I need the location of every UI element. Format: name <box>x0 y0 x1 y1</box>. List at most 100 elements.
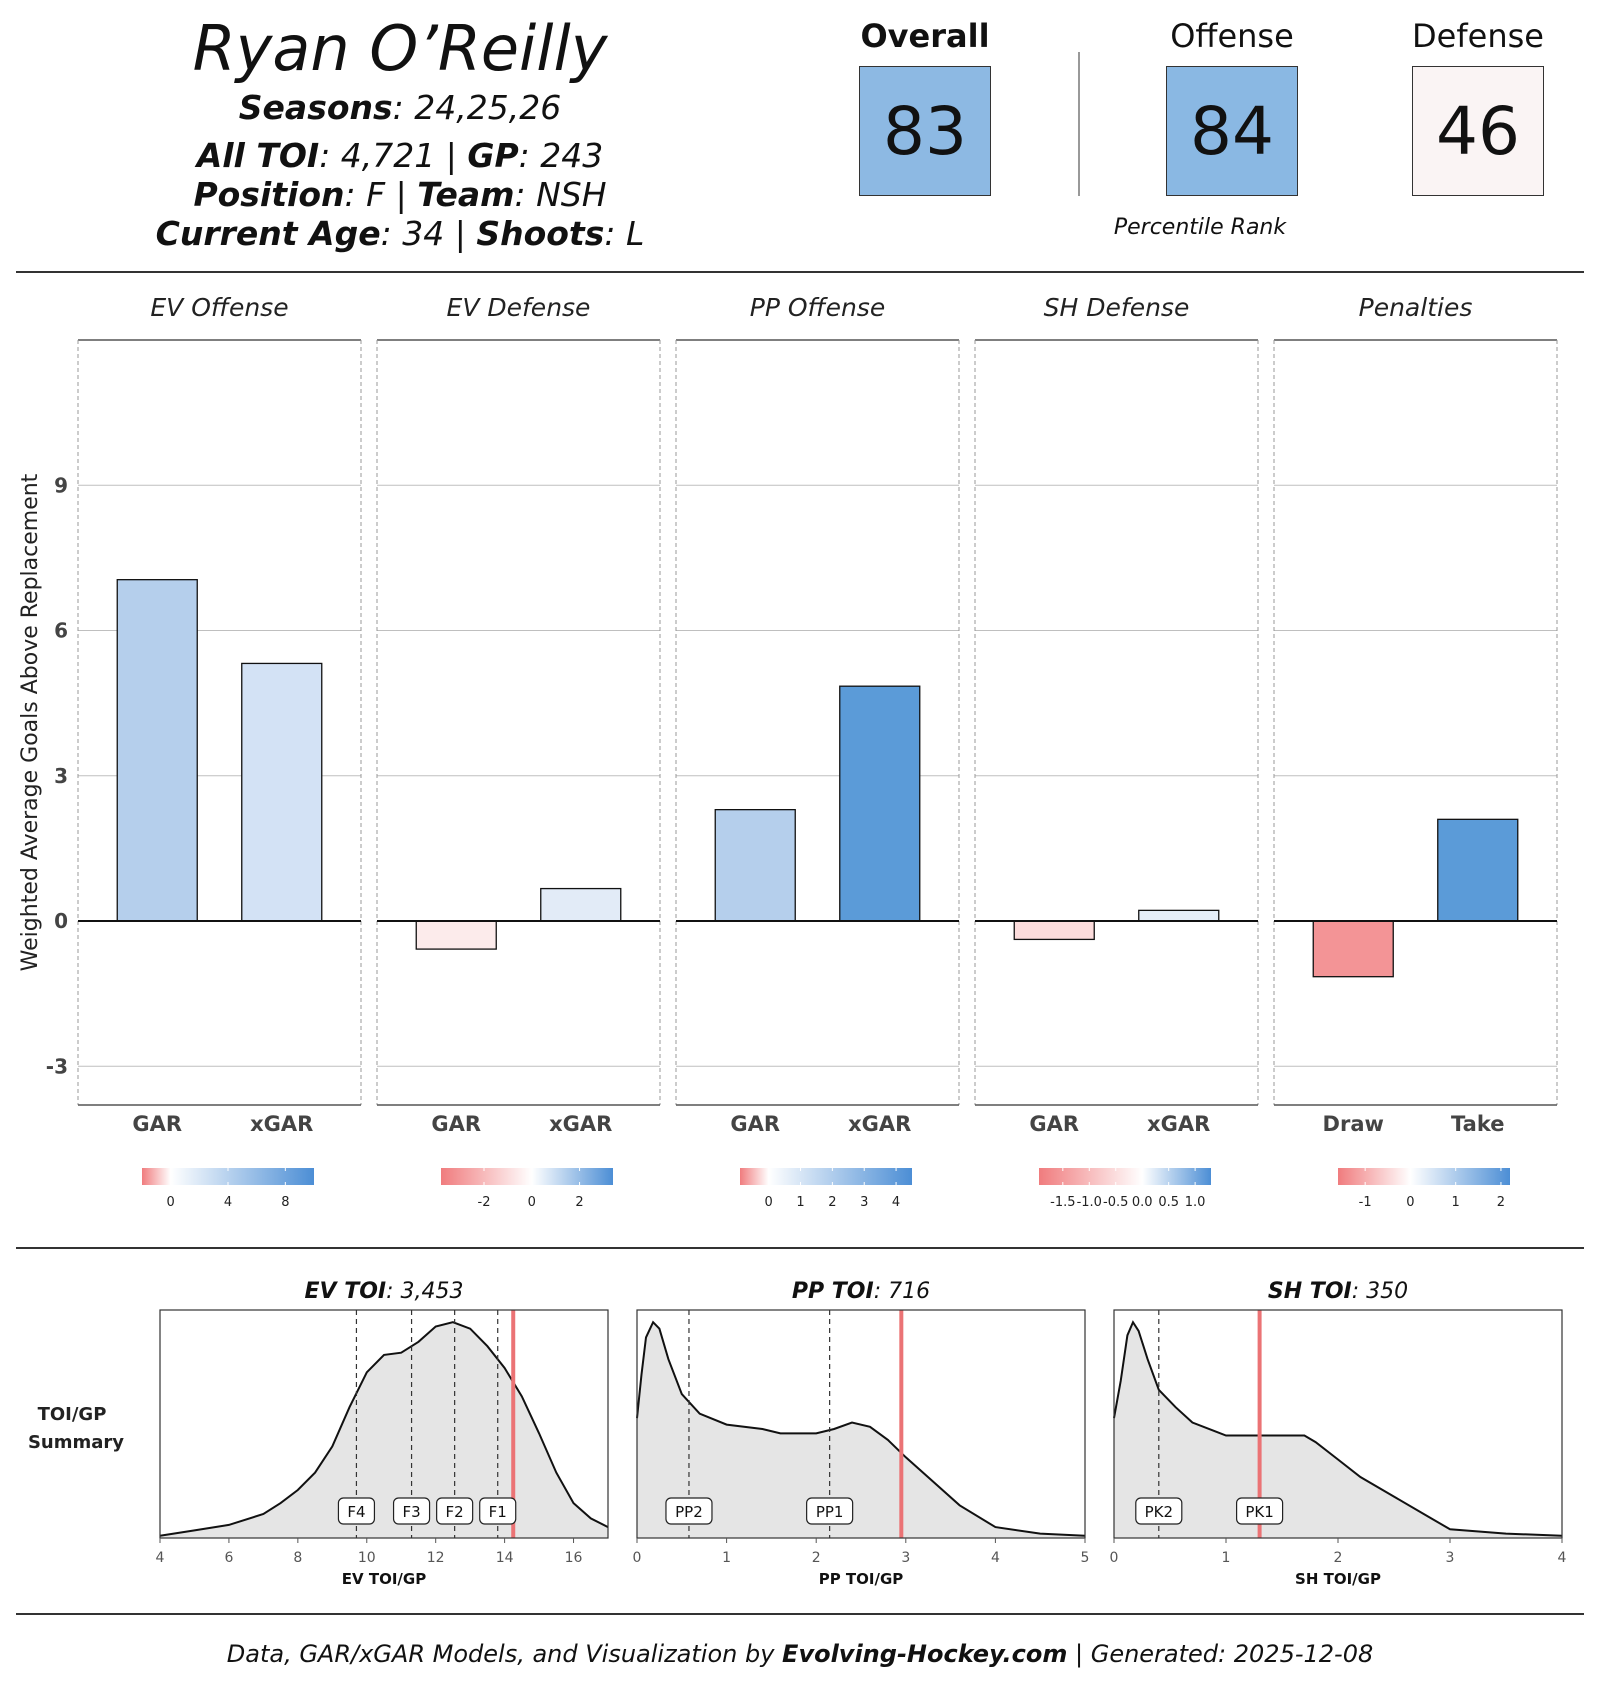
toi-panel-border <box>636 1309 1086 1539</box>
line-label: PP2 <box>675 1503 703 1521</box>
bar-xgar <box>839 685 921 922</box>
bar-panel-pp-offense: PP Offense GAR xGAR 0 1 2 3 4 <box>675 293 960 1210</box>
bar-panel-ev-defense: EV Defense GAR xGAR -2 0 2 <box>376 293 661 1210</box>
legend-tick-label: 3 <box>860 1195 868 1210</box>
defense-label: Defense <box>1412 17 1544 55</box>
summary-label-line1: TOI/GP <box>38 1404 107 1425</box>
offense-score-box: 84 <box>1166 66 1298 196</box>
legend-colorbar <box>142 1168 314 1185</box>
summary-label-line2: Summary <box>28 1432 124 1453</box>
x-tick-label: Take <box>1451 1112 1504 1136</box>
x-tick-label: 2 <box>812 1550 821 1566</box>
legend-tick-label: -0.5 <box>1103 1195 1128 1210</box>
line-label-box <box>1235 1497 1284 1525</box>
legend-tick-label: 0 <box>765 1195 773 1210</box>
line-label-box <box>1135 1497 1183 1525</box>
toi-panel-title: PP TOI: 716 <box>792 1279 930 1304</box>
x-tick-label: 4 <box>156 1550 165 1566</box>
panel-title: PP Offense <box>750 293 885 322</box>
legend-colorbar <box>1039 1168 1211 1185</box>
seasons-line: Seasons: 24,25,26 <box>0 88 800 127</box>
legend-tick-label: 4 <box>892 1195 900 1210</box>
footer-brand: Evolving-Hockey.com <box>782 1640 1068 1668</box>
y-tick-label: 6 <box>54 619 68 643</box>
toi-title-value: : 716 <box>874 1279 930 1304</box>
legend-tick-label: -1.0 <box>1077 1195 1102 1210</box>
x-tick-label: GAR <box>1029 1112 1079 1136</box>
x-tick-label: 16 <box>565 1550 583 1566</box>
footer-text-after: | Generated: 2025-12-08 <box>1067 1640 1374 1668</box>
bar-gar <box>116 579 198 922</box>
x-tick-label: 0 <box>633 1550 642 1566</box>
toi-title-bold: EV TOI <box>305 1279 387 1304</box>
team-label: Team <box>417 175 515 214</box>
divider-top <box>16 271 1584 273</box>
team-value: : NSH <box>514 175 607 214</box>
line-label: F4 <box>347 1503 365 1521</box>
line-label: F3 <box>402 1503 420 1521</box>
bar-panel-sh-defense: SH Defense GAR xGAR -1.5 -1.0 -0.5 0.0 0.5 1.0 <box>974 293 1259 1210</box>
x-tick-label: 4 <box>991 1550 1000 1566</box>
legend-tick-label: 0.5 <box>1158 1195 1179 1210</box>
legend-tick-label: 0 <box>167 1195 175 1210</box>
legend-tick-label: 1 <box>796 1195 804 1210</box>
toi-title-value: : 3,453 <box>386 1279 463 1304</box>
y-tick-label: -3 <box>46 1054 68 1078</box>
x-tick-label: 2 <box>1334 1550 1343 1566</box>
x-tick-label: 4 <box>1558 1550 1567 1566</box>
legend-colorbar <box>740 1168 912 1185</box>
x-tick-label: 1 <box>722 1550 731 1566</box>
legend-colorbar <box>441 1168 613 1185</box>
footer-credit: Data, GAR/xGAR Models, and Visualization… <box>0 1640 1600 1668</box>
density-area <box>1114 1322 1562 1538</box>
legend-tick-label: -1 <box>1359 1195 1372 1210</box>
y-tick-label: 9 <box>54 473 68 497</box>
bar-panel-ev-offense: EV Offense GAR xGAR 0 4 8 <box>77 293 362 1210</box>
shoots-value: : L <box>604 214 645 253</box>
percentile-rank-label: Percentile Rank <box>1113 215 1287 240</box>
x-tick-label: 5 <box>1081 1550 1090 1566</box>
toi-value: : 4,721 | <box>319 136 468 175</box>
legend-tick-label: 2 <box>575 1195 583 1210</box>
seasons-value: : 24,25,26 <box>392 88 562 127</box>
toi-panel-title: EV TOI: 3,453 <box>305 1279 464 1304</box>
gar-bar-chart: Weighted Average Goals Above Replacement… <box>18 293 1558 1210</box>
legend-tick-label: 1 <box>1452 1195 1460 1210</box>
defense-score: 46 <box>1436 92 1520 170</box>
x-tick-label: 3 <box>901 1550 910 1566</box>
x-tick-label: 0 <box>1110 1550 1119 1566</box>
panel-title: Penalties <box>1359 293 1473 322</box>
toi-panel-border <box>159 1309 609 1539</box>
x-tick-label: GAR <box>431 1112 481 1136</box>
bar-panel-penalties: Penalties Draw Take -1 0 1 2 <box>1273 293 1558 1210</box>
legend-tick-label: 0 <box>528 1195 536 1210</box>
position-team-line: Position: F | Team: NSH <box>0 175 800 214</box>
legend-tick-label: 2 <box>828 1195 836 1210</box>
x-tick-label: xGAR <box>250 1112 313 1136</box>
y-axis-title: Weighted Average Goals Above Replacement <box>18 473 43 971</box>
toi-title-bold: SH TOI <box>1268 1279 1352 1304</box>
line-label-box <box>392 1497 431 1525</box>
x-tick-label: 8 <box>293 1550 302 1566</box>
line-label: PK2 <box>1145 1503 1173 1521</box>
legend-tick-label: 2 <box>1497 1195 1505 1210</box>
density-area <box>637 1322 1085 1538</box>
x-tick-label: 12 <box>427 1550 445 1566</box>
x-tick-label: xGAR <box>1147 1112 1210 1136</box>
legend-tick-label: -1.5 <box>1050 1195 1075 1210</box>
line-label-box <box>436 1497 474 1525</box>
toi-title-value: : 350 <box>1352 1279 1408 1304</box>
toi-label: All TOI <box>196 136 320 175</box>
legend-tick-label: 0.0 <box>1132 1195 1153 1210</box>
x-tick-label: 14 <box>496 1550 514 1566</box>
bar-xgar <box>1138 909 1220 922</box>
overall-label: Overall <box>860 17 990 55</box>
offense-score: 84 <box>1190 92 1274 170</box>
toi-panel-pp-toi: PP TOI: 716 PP2 PP1 0 1 2 3 4 5 PP TOI/GP <box>633 1279 1090 1588</box>
line-label-box <box>337 1497 376 1525</box>
line-label-box <box>479 1497 517 1525</box>
density-line <box>1113 1320 1563 1537</box>
player-name: Ryan O’Reilly <box>192 12 608 85</box>
bar-gar <box>415 920 497 950</box>
